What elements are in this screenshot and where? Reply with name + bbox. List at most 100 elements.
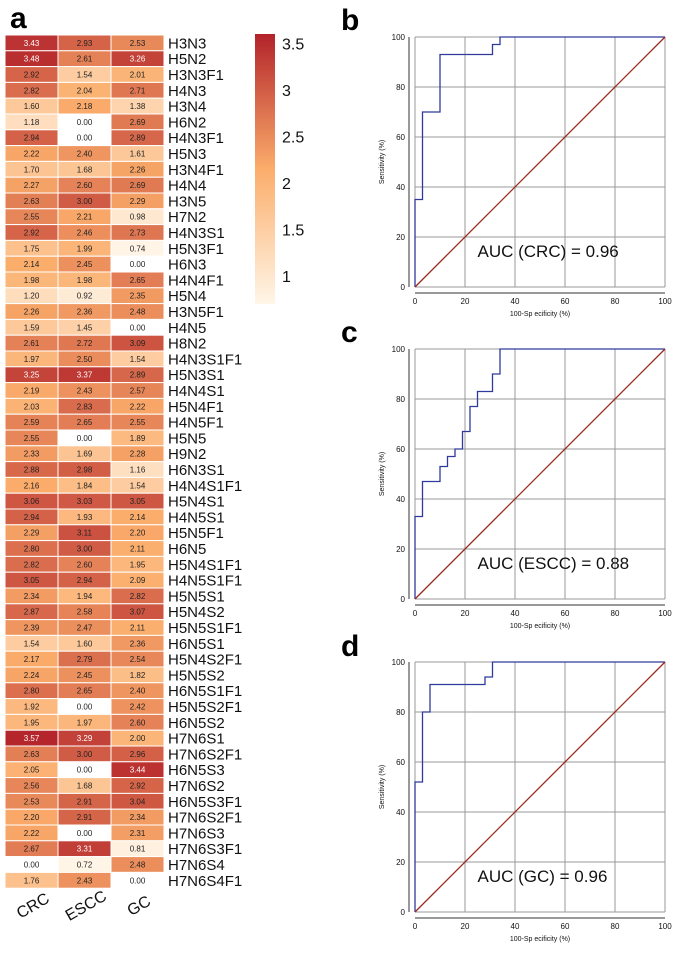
heatmap-cell-value: 2.43	[77, 876, 93, 885]
heatmap-cell-value: 1.54	[77, 71, 93, 80]
heatmap-row-label: H5N5F1	[168, 525, 224, 542]
colorbar-tick-label: 3	[282, 83, 291, 100]
y-tick-label: 60	[396, 445, 405, 454]
heatmap-row-label: H5N2	[168, 51, 206, 68]
heatmap-cell-value: 1.59	[24, 323, 40, 332]
heatmap-row-label: H3N3	[168, 35, 206, 52]
heatmap-cell-value: 1.95	[130, 560, 146, 569]
heatmap-row-label: H6N5S3F1	[168, 794, 242, 811]
x-tick-label: 60	[561, 922, 570, 931]
reference-line	[414, 36, 666, 288]
heatmap-cell-value: 1.54	[24, 639, 40, 648]
heatmap-cell-value: 3.44	[130, 766, 146, 775]
heatmap-cell-value: 0.81	[130, 845, 146, 854]
heatmap-cell-value: 3.25	[24, 371, 40, 380]
y-tick-label: 20	[396, 233, 405, 242]
heatmap-row-label: H5N4F1	[168, 399, 224, 416]
heatmap-cell-value: 2.45	[77, 260, 93, 269]
heatmap-cell-value: 2.04	[77, 86, 93, 95]
heatmap-cell-value: 2.19	[24, 387, 40, 396]
heatmap-cell-value: 3.07	[130, 608, 146, 617]
heatmap-row-label: H7N6S1	[168, 731, 225, 748]
heatmap-row-label: H4N3F1	[168, 130, 224, 147]
heatmap-column-label: GC	[125, 893, 154, 920]
heatmap-cell-value: 2.48	[130, 861, 146, 870]
heatmap-cell-value: 0.00	[24, 861, 40, 870]
x-tick-label: 100	[658, 922, 672, 931]
heatmap-cell-value: 2.73	[130, 229, 146, 238]
heatmap-cell-value: 0.00	[77, 766, 93, 775]
x-axis-label: 100-Sp ecificity (%)	[510, 311, 570, 318]
heatmap-cell-value: 2.96	[130, 750, 146, 759]
roc-chart-crc: 0 20 40 60 80 100 0 20 40 60 80 100 100-Sp ecificity…	[379, 33, 672, 318]
heatmap-row-label: H7N6S4	[168, 857, 225, 874]
heatmap-cell-value: 2.17	[24, 655, 40, 664]
heatmap-cell-value: 2.11	[130, 545, 146, 554]
heatmap-row-label: H6N5S1	[168, 636, 225, 653]
heatmap-cell-value: 2.22	[24, 829, 40, 838]
heatmap-cell-value: 3.04	[130, 797, 146, 806]
heatmap-cell-value: 2.60	[77, 181, 93, 190]
heatmap-cell-value: 2.63	[24, 750, 40, 759]
colorbar	[255, 34, 275, 304]
heatmap-cell-value: 2.21	[77, 213, 93, 222]
auc-annotation: AUC (GC) = 0.96	[478, 867, 608, 886]
heatmap-cell-value: 2.58	[77, 608, 93, 617]
heatmap-cell-value: 0.00	[130, 323, 146, 332]
heatmap-cell-value: 0.00	[77, 134, 93, 143]
heatmap-cell-value: 2.59	[24, 418, 40, 427]
heatmap-column-label: CRC	[14, 890, 53, 922]
x-tick-label: 20	[461, 609, 470, 618]
heatmap-cell-value: 1.61	[130, 150, 146, 159]
y-axis-label: Sensitivity (%)	[379, 140, 386, 184]
heatmap-cell-value: 3.05	[24, 576, 40, 585]
heatmap-cell-value: 1.60	[77, 639, 93, 648]
heatmap-cell-value: 2.60	[77, 560, 93, 569]
panel-label-c: c	[341, 316, 358, 349]
heatmap-cell-value: 3.11	[77, 529, 93, 538]
roc-curve	[414, 36, 665, 287]
heatmap-row-label: H9N2	[168, 446, 206, 463]
heatmap-row-label: H3N3F1	[168, 67, 224, 84]
heatmap-cell-value: 1.97	[24, 355, 40, 364]
heatmap-cell-value: 1.82	[130, 671, 146, 680]
heatmap-cell-value: 2.55	[130, 418, 146, 427]
heatmap-cell-value: 2.60	[130, 718, 146, 727]
y-tick-label: 0	[401, 908, 406, 917]
heatmap-cell-value: 2.57	[130, 387, 146, 396]
heatmap-cell-value: 2.46	[77, 229, 93, 238]
heatmap-cell-value: 2.01	[130, 71, 146, 80]
heatmap-cell-value: 3.57	[24, 734, 40, 743]
y-tick-label: 100	[392, 33, 406, 42]
reference-line	[414, 348, 666, 600]
heatmap-cell-value: 2.69	[130, 118, 146, 127]
heatmap-cell-value: 2.94	[24, 513, 40, 522]
heatmap-cell-value: 2.20	[130, 529, 146, 538]
heatmap-cell-value: 2.50	[77, 355, 93, 364]
heatmap-row-label: H7N6S2F1	[168, 810, 242, 827]
x-tick-label: 100	[658, 297, 672, 306]
heatmap-cell-value: 2.39	[24, 624, 40, 633]
y-tick-label: 80	[396, 708, 405, 717]
heatmap-cell-value: 2.18	[77, 102, 93, 111]
y-tick-label: 20	[396, 545, 405, 554]
heatmap-row-label: H4N5F1	[168, 415, 224, 432]
y-tick-label: 40	[396, 183, 405, 192]
heatmap-cell-value: 0.00	[77, 703, 93, 712]
heatmap-cell-value: 2.35	[130, 292, 146, 301]
heatmap-cell-value: 2.53	[24, 797, 40, 806]
heatmap-cell	[110, 871, 165, 889]
heatmap-cell-value: 3.31	[77, 845, 93, 854]
heatmap-cell-value: 2.65	[77, 687, 93, 696]
heatmap-cell-value: 3.43	[24, 39, 40, 48]
x-tick-label: 40	[511, 297, 520, 306]
heatmap-row-label: H4N4	[168, 178, 206, 195]
heatmap-cell-value: 2.29	[24, 529, 40, 538]
heatmap-row-label: H5N3S1	[168, 367, 225, 384]
heatmap-cell-value: 2.34	[24, 592, 40, 601]
heatmap-cell-value: 0.74	[130, 244, 146, 253]
heatmap-cell-value: 2.45	[77, 671, 93, 680]
heatmap-cell-value: 1.99	[77, 244, 93, 253]
heatmap-cell-value: 0.98	[130, 213, 146, 222]
